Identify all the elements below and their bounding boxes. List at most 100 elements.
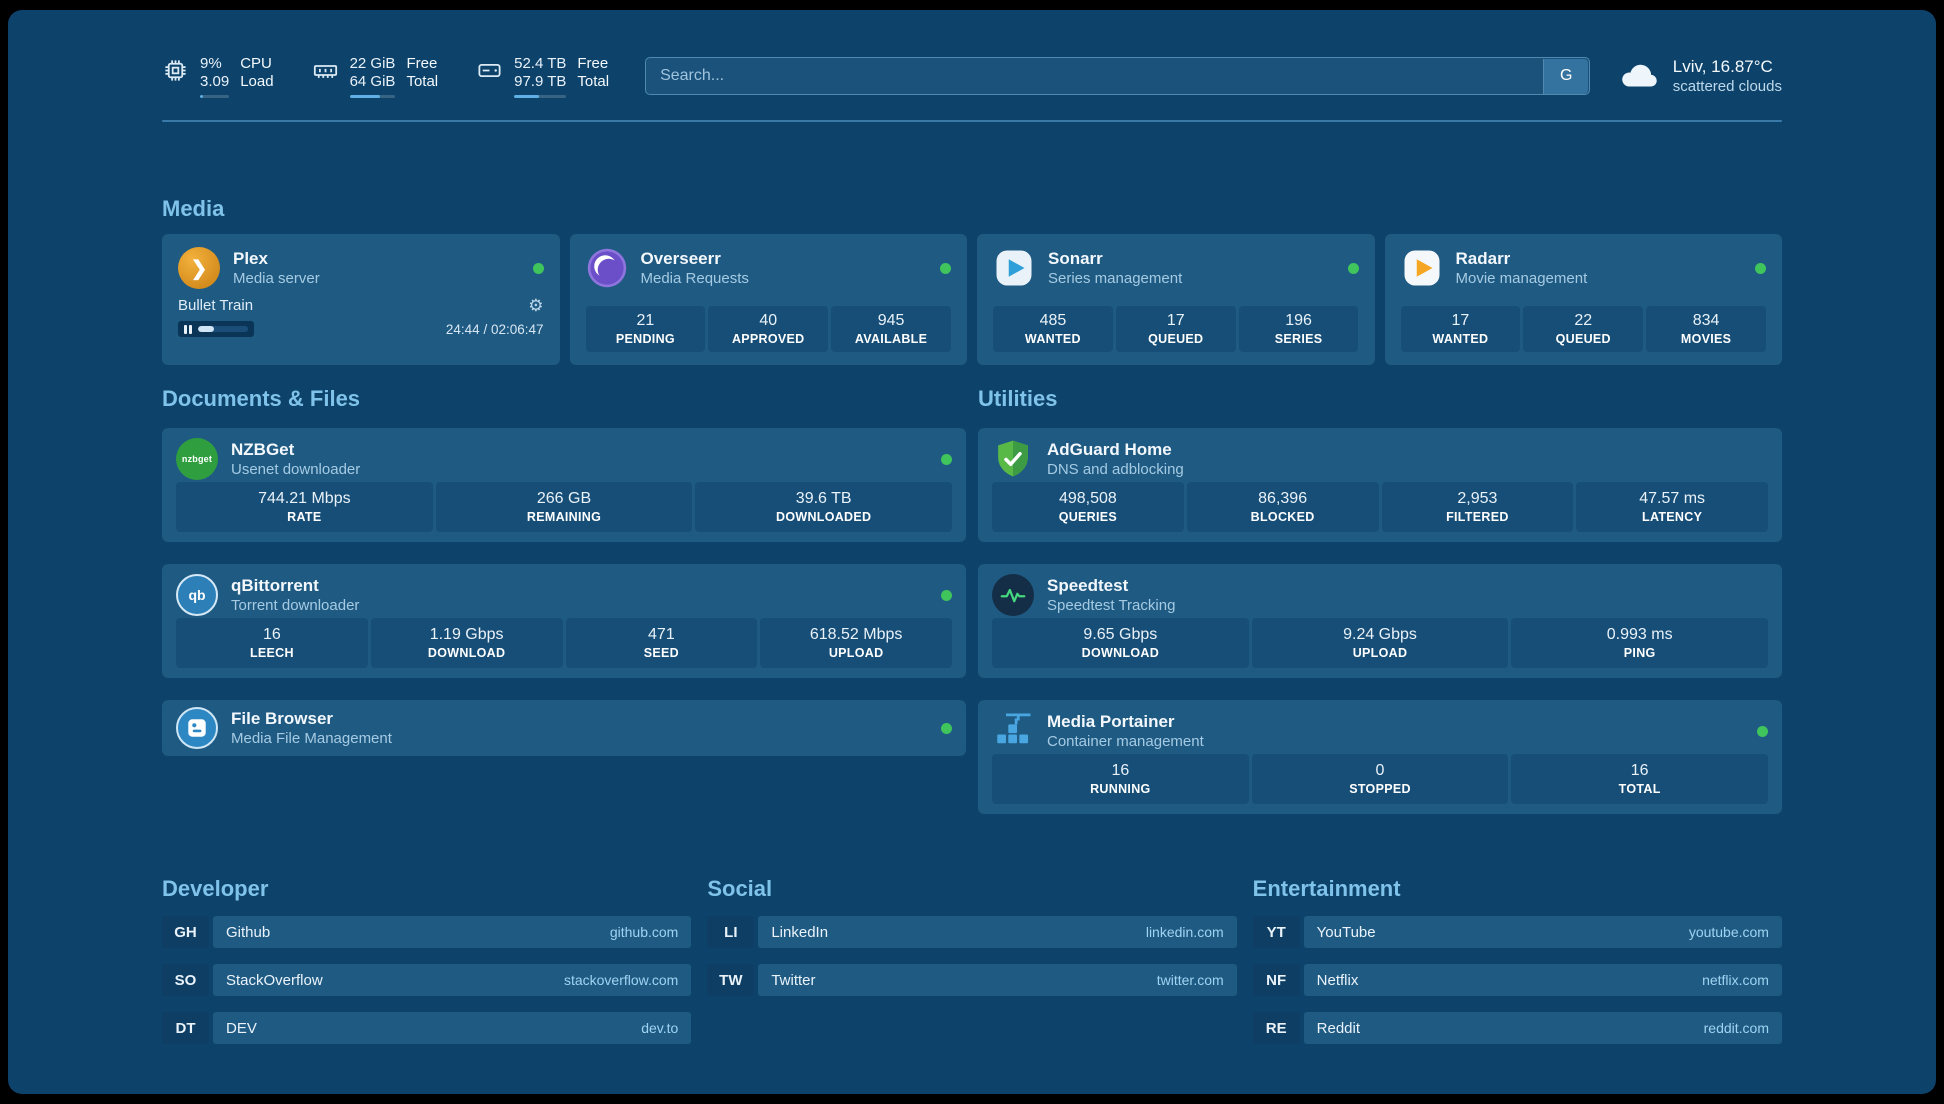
card-titles: AdGuard Home DNS and adblocking	[1047, 439, 1184, 479]
bookmark-abbr: RE	[1252, 1012, 1300, 1044]
sonarr-icon	[993, 247, 1035, 289]
card-head: Sonarr Series management	[993, 247, 1359, 289]
card-titles: qBittorrent Torrent downloader	[231, 575, 359, 615]
adguard-icon	[992, 438, 1034, 480]
section-title-developer: Developer	[162, 876, 269, 901]
stat-tiles: 744.21 Mbps RATE 266 GB REMAINING 39.6 T…	[176, 482, 953, 532]
stat-tile: 16 TOTAL	[1511, 754, 1769, 804]
bookmark-group-entertainment: Entertainment YT YouTube youtube.com NF …	[1252, 876, 1782, 1044]
cpu-percent: 9%	[200, 54, 222, 72]
bookmark-reddit[interactable]: RE Reddit reddit.com	[1252, 1012, 1782, 1044]
cpu-load-average: 3.09	[200, 72, 230, 90]
status-dot	[1757, 725, 1768, 737]
weather-widget: Lviv, 16.87°C scattered clouds	[1618, 56, 1782, 96]
cpu-usage-bar	[200, 94, 230, 98]
card-titles: Media Portainer Container management	[1047, 711, 1204, 751]
bookmark-abbr: DT	[162, 1012, 209, 1044]
plex-icon: ❯	[178, 247, 220, 289]
header: 9% 3.09 CPU Load 22 GiB	[162, 10, 1782, 108]
card-titles: Sonarr Series management	[1048, 248, 1182, 288]
cpu-labels: CPU Load	[240, 54, 274, 90]
stat-tile: 40 APPROVED	[708, 306, 829, 352]
status-dot	[941, 453, 952, 465]
stat-tiles: 16 RUNNING 0 STOPPED 16 TOTAL	[992, 754, 1769, 804]
bookmark-url: netflix.com	[1702, 972, 1769, 988]
section-title-media: Media	[162, 196, 225, 221]
ram-total: 64 GiB	[349, 72, 396, 90]
bookmark-netflix[interactable]: NF Netflix netflix.com	[1252, 964, 1782, 996]
bookmark-twitter[interactable]: TW Twitter twitter.com	[707, 964, 1237, 996]
app-description: Media File Management	[231, 730, 392, 747]
app-card-plex[interactable]: ❯ Plex Media server Bullet Train ⚙	[162, 234, 560, 365]
card-head: AdGuard Home DNS and adblocking	[992, 438, 1768, 480]
app-card-speedtest[interactable]: Speedtest Speedtest Tracking 9.65 Gbps D…	[978, 564, 1782, 678]
bookmark-stackoverflow[interactable]: SO StackOverflow stackoverflow.com	[162, 964, 692, 996]
search-input[interactable]	[645, 57, 1590, 95]
app-card-portainer[interactable]: Media Portainer Container management 16 …	[978, 700, 1782, 814]
section-documents: Documents & Files nzbget NZBGet Usenet d…	[162, 386, 966, 814]
stat-tile: 16 RUNNING	[992, 754, 1249, 804]
dashboard: 9% 3.09 CPU Load 22 GiB	[8, 10, 1936, 1094]
app-name: AdGuard Home	[1047, 440, 1172, 459]
search-engine-button[interactable]: G	[1543, 58, 1589, 94]
app-card-nzbget[interactable]: nzbget NZBGet Usenet downloader 744.21 M…	[162, 428, 966, 542]
bookmark-group-social: Social LI LinkedIn linkedin.com TW Twitt…	[707, 876, 1237, 1044]
stat-tile: 471 SEED	[565, 618, 758, 668]
ram-values: 22 GiB 64 GiB	[349, 55, 396, 98]
stat-tile: 1.19 Gbps DOWNLOAD	[370, 618, 563, 668]
stat-tile: 834 MOVIES	[1646, 306, 1766, 352]
bookmark-name: Netflix	[1316, 971, 1359, 989]
app-card-filebrowser[interactable]: File Browser Media File Management	[162, 700, 966, 756]
app-card-qbittorrent[interactable]: qb qBittorrent Torrent downloader 16 LEE…	[162, 564, 966, 678]
bookmark-group-developer: Developer GH Github github.com SO StackO…	[162, 876, 692, 1044]
stat-tile: 17 QUEUED	[1115, 306, 1236, 352]
media-grid: ❯ Plex Media server Bullet Train ⚙	[162, 234, 1782, 365]
bookmark-name: StackOverflow	[226, 971, 323, 989]
card-titles: Speedtest Speedtest Tracking	[1047, 575, 1175, 615]
disk-labels: Free Total	[577, 54, 610, 90]
stat-tile: 86,396 BLOCKED	[1186, 482, 1379, 532]
bookmark-linkedin[interactable]: LI LinkedIn linkedin.com	[707, 916, 1237, 948]
bookmark-abbr: TW	[707, 964, 755, 996]
bookmark-name: DEV	[226, 1019, 257, 1037]
app-card-radarr[interactable]: Radarr Movie management 17 WANTED 22 QUE…	[1384, 234, 1782, 365]
bookmark-url: reddit.com	[1703, 1020, 1769, 1036]
bookmark-abbr: SO	[162, 964, 209, 996]
bookmark-github[interactable]: GH Github github.com	[162, 916, 692, 948]
nzbget-icon: nzbget	[176, 438, 218, 480]
stat-tiles: 498,508 QUERIES 86,396 BLOCKED 2,953 FIL…	[992, 482, 1768, 532]
bookmark-youtube[interactable]: YT YouTube youtube.com	[1252, 916, 1782, 948]
app-name: NZBGet	[231, 440, 295, 459]
stat-tiles: 17 WANTED 22 QUEUED 834 MOVIES	[1400, 306, 1767, 352]
card-head: Overseerr Media Requests	[586, 247, 951, 289]
card-head: nzbget NZBGet Usenet downloader	[176, 438, 952, 480]
stat-tile: 0.993 ms PING	[1511, 618, 1769, 668]
ram-usage-bar	[349, 94, 396, 98]
bookmark-dev[interactable]: DT DEV dev.to	[162, 1012, 692, 1044]
app-card-adguard[interactable]: AdGuard Home DNS and adblocking 498,508 …	[978, 428, 1782, 542]
stat-tile: 498,508 QUERIES	[992, 482, 1184, 532]
app-card-sonarr[interactable]: Sonarr Series management 485 WANTED 17 Q…	[977, 234, 1375, 365]
playback-progress-bar[interactable]	[197, 326, 248, 332]
app-name: Radarr	[1455, 249, 1511, 268]
app-card-overseerr[interactable]: Overseerr Media Requests 21 PENDING 40 A…	[569, 234, 967, 365]
overseerr-icon	[586, 247, 628, 289]
header-divider	[162, 120, 1782, 122]
playback-control[interactable]	[178, 321, 254, 337]
bookmark-url: github.com	[609, 924, 679, 940]
card-head: Radarr Movie management	[1401, 247, 1766, 289]
stat-tile: 618.52 Mbps UPLOAD	[760, 618, 952, 668]
gear-icon[interactable]: ⚙	[528, 296, 544, 315]
cloud-icon	[1618, 61, 1660, 91]
filebrowser-icon	[176, 707, 218, 749]
ram-widget: 22 GiB 64 GiB Free Total	[312, 55, 438, 98]
section-utilities: Utilities AdGuard Home DNS and adblockin…	[978, 386, 1782, 814]
card-titles: Overseerr Media Requests	[641, 248, 749, 288]
bookmark-name: Twitter	[771, 971, 816, 989]
search-bar: G	[645, 57, 1590, 95]
stat-tile: 485 WANTED	[993, 306, 1113, 352]
stat-tiles: 485 WANTED 17 QUEUED 196 SERIES	[993, 306, 1359, 352]
bookmark-rows: GH Github github.com SO StackOverflow st…	[162, 916, 692, 1044]
pause-icon[interactable]	[184, 324, 192, 334]
qbittorrent-icon: qb	[176, 574, 218, 616]
